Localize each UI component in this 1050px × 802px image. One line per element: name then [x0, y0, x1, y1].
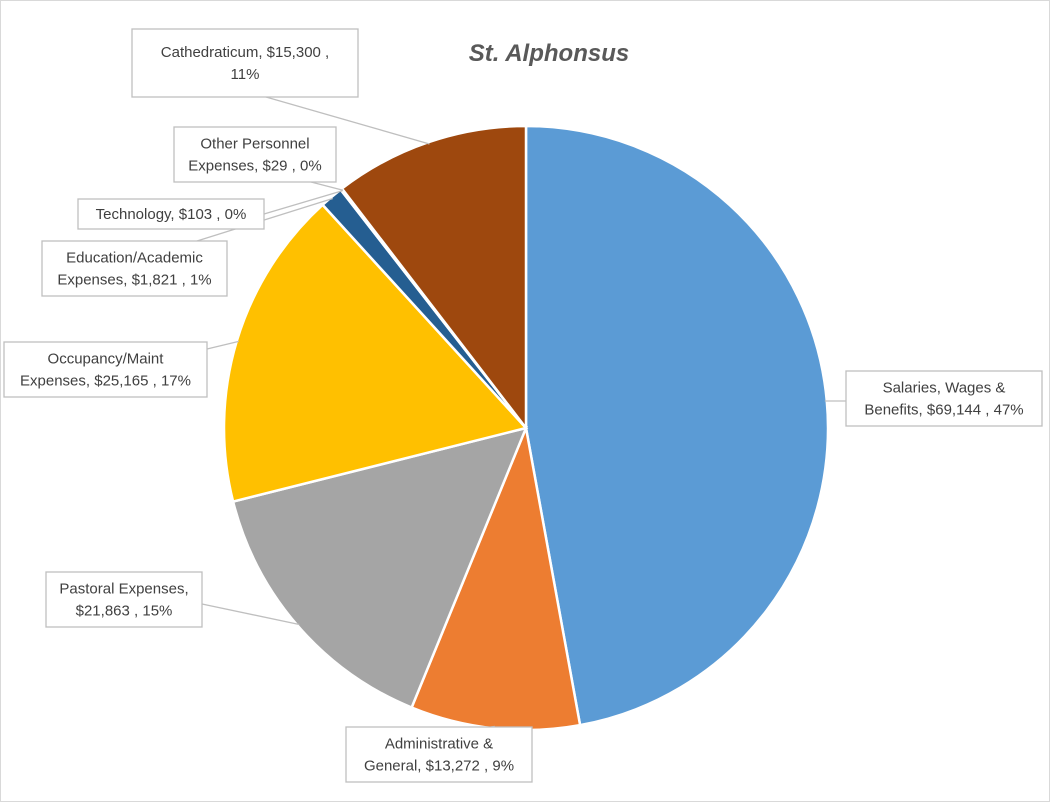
data-label-box [173, 126, 337, 183]
data-label: Administrative & General, $13,272 , 9% [345, 726, 533, 783]
data-label-box [3, 341, 208, 398]
data-label-text: Salaries, Wages & [883, 380, 1006, 397]
data-label-text: General, $13,272 , 9% [364, 758, 514, 775]
pie-slice [222, 203, 529, 504]
pie-slices [222, 124, 830, 732]
data-label-text: Technology, $103 , 0% [96, 206, 247, 223]
data-label-box [131, 28, 359, 98]
data-label: Technology, $103 , 0% [77, 198, 265, 230]
leader-line [196, 197, 333, 242]
data-label-text: Expenses, $25,165 , 17% [20, 373, 191, 390]
data-label-box [845, 370, 1043, 427]
chart-title: St. Alphonsus [469, 40, 629, 67]
leader-line [263, 190, 343, 215]
data-label: Salaries, Wages & Benefits, $69,144 , 47% [845, 370, 1043, 427]
pie-slice [340, 124, 528, 432]
data-label-text: Cathedraticum, $15,300 , [161, 44, 329, 61]
data-label-text: Administrative & [385, 736, 493, 753]
data-label-text: Occupancy/Maint [48, 351, 165, 368]
pie-slice [524, 124, 830, 727]
data-label: Cathedraticum, $15,300 , 11% [131, 28, 359, 98]
data-label-text: Pastoral Expenses, [59, 581, 188, 598]
data-label: Other Personnel Expenses, $29 , 0% [173, 126, 337, 183]
data-label: Pastoral Expenses, $21,863 , 15% [45, 571, 203, 628]
leader-line [265, 96, 430, 145]
leader-line [206, 340, 239, 350]
data-label-text: Expenses, $29 , 0% [188, 158, 321, 175]
data-label-text: Other Personnel [200, 136, 309, 153]
data-label-box [41, 240, 228, 297]
pie-slice [231, 426, 529, 710]
leader-line [310, 181, 344, 191]
data-label: Occupancy/Maint Expenses, $25,165 , 17% [3, 341, 208, 398]
data-label-text: $21,863 , 15% [76, 603, 173, 620]
leader-lines [196, 96, 847, 728]
data-label-box [77, 198, 265, 230]
data-label-text: Expenses, $1,821 , 1% [57, 272, 211, 289]
leader-line [201, 603, 300, 626]
data-label-text: 11% [231, 66, 260, 83]
data-label: Education/Academic Expenses, $1,821 , 1% [41, 240, 228, 297]
data-label-box [45, 571, 203, 628]
data-labels: Salaries, Wages & Benefits, $69,144 , 47%… [3, 28, 1043, 783]
data-label-box [345, 726, 533, 783]
data-label-text: Benefits, $69,144 , 47% [864, 402, 1023, 419]
data-label-text: Education/Academic [66, 250, 203, 267]
